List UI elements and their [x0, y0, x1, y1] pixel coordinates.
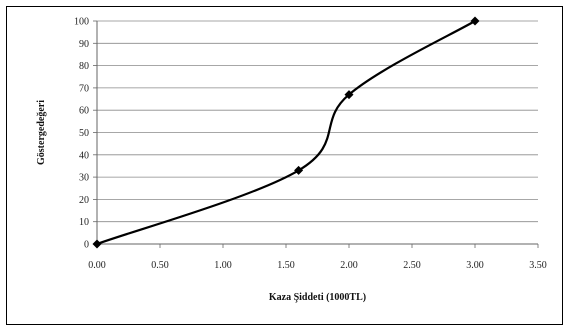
y-axis-title: Göstergedeğeri	[36, 100, 47, 165]
y-tick-label: 70	[79, 83, 89, 94]
y-tick-label: 40	[79, 150, 89, 161]
data-point-marker	[470, 16, 480, 26]
series-line	[96, 20, 476, 246]
chart-frame	[6, 6, 563, 325]
x-tick-label: 2.50	[403, 260, 421, 271]
data-point-marker	[344, 90, 354, 100]
x-tick-label: 0.50	[151, 260, 169, 271]
y-tick-label: 60	[79, 106, 89, 117]
data-point-marker	[92, 239, 102, 249]
y-tick-label: 10	[79, 217, 89, 228]
data-point-marker	[294, 165, 304, 175]
y-tick-label: 90	[79, 39, 89, 50]
y-tick-label: 80	[79, 61, 89, 72]
y-tick-label: 30	[79, 173, 89, 184]
x-tick-label: 0.00	[88, 260, 106, 271]
y-tick-label: 50	[79, 128, 89, 139]
x-axis-title: Kaza Şiddeti (1000TL)	[269, 292, 366, 303]
y-tick-label: 20	[79, 195, 89, 206]
y-tick-label: 0	[84, 240, 89, 251]
x-tick-label: 1.50	[277, 260, 295, 271]
x-tick-label: 3.50	[529, 260, 547, 271]
x-tick-label: 3.00	[466, 260, 484, 271]
x-tick-label: 1.00	[214, 260, 232, 271]
x-tick-label: 2.00	[340, 260, 358, 271]
y-tick-label: 100	[74, 17, 89, 28]
